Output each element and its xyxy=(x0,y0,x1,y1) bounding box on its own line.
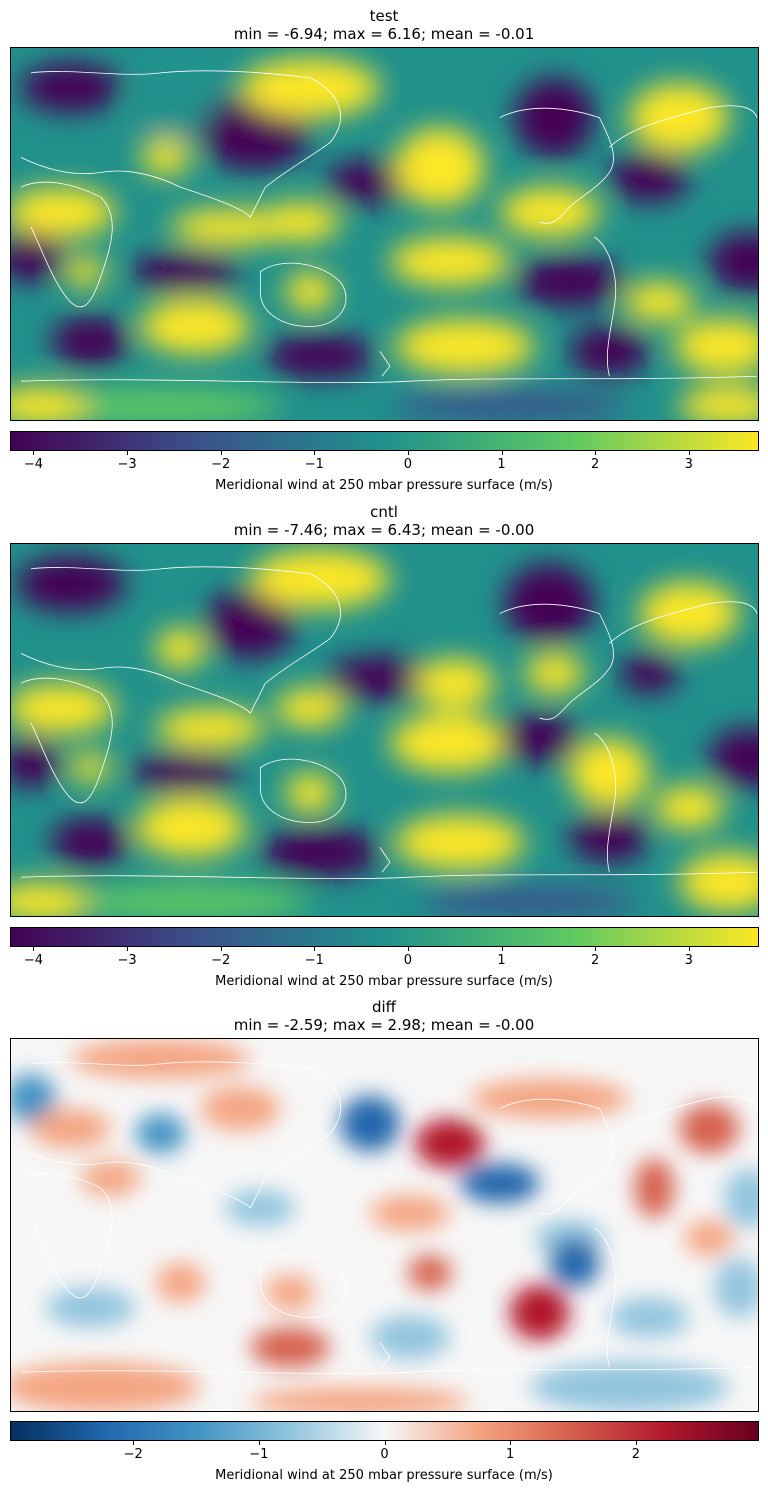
map-cntl xyxy=(10,543,759,917)
colorbar-tick-label: 0 xyxy=(403,953,413,968)
colorbar-tick xyxy=(510,1441,512,1445)
field-map-test xyxy=(11,48,758,420)
colorbar-tick xyxy=(635,1441,637,1445)
colorbar-tick xyxy=(127,947,129,951)
colorbar-tick xyxy=(33,947,35,951)
coastlines xyxy=(20,1061,758,1375)
field-map-cntl xyxy=(11,544,758,916)
field-anomalies xyxy=(11,57,758,420)
colorbar-tick-label: −2 xyxy=(123,1447,143,1462)
colorbar-tick xyxy=(127,451,129,455)
colorbar-tick xyxy=(407,451,409,455)
panel-title: cntl xyxy=(370,503,398,521)
colorbar-tick xyxy=(595,947,597,951)
colorbar-tick-label: −4 xyxy=(23,457,43,472)
colorbar-ticks-cntl: −4 −3 −2 −1 0 1 2 3 xyxy=(10,947,759,969)
colorbar-ticks-diff: −2 −1 0 1 2 xyxy=(10,1441,759,1463)
colorbar-tick xyxy=(688,947,690,951)
colorbar-tick-label: −2 xyxy=(211,953,231,968)
colorbar-test xyxy=(10,431,759,451)
colorbar-tick xyxy=(220,947,222,951)
colorbar-tick xyxy=(258,1441,260,1445)
panel-stats: min = -7.46; max = 6.43; mean = -0.00 xyxy=(233,521,535,539)
colorbar-tick xyxy=(688,451,690,455)
colorbar-tick-label: 1 xyxy=(506,1447,515,1462)
colorbar-label: Meridional wind at 250 mbar pressure sur… xyxy=(215,478,553,493)
colorbar-tick xyxy=(407,947,409,951)
panel-title: test xyxy=(369,7,399,25)
colorbar-tick xyxy=(384,1441,386,1445)
coastlines xyxy=(20,566,758,880)
colorbar-tick-label: 0 xyxy=(380,1447,389,1462)
colorbar-tick-label: −1 xyxy=(304,953,324,968)
colorbar-tick xyxy=(314,947,316,951)
colorbar-tick-label: 2 xyxy=(591,953,600,968)
colorbar-diff xyxy=(10,1421,759,1441)
coastlines xyxy=(20,70,758,384)
field-anomalies xyxy=(11,1039,758,1411)
colorbar-tick xyxy=(220,451,222,455)
panel-stats: min = -2.59; max = 2.98; mean = -0.00 xyxy=(233,1016,535,1034)
colorbar-tick-label: 3 xyxy=(684,953,693,968)
colorbar-tick-label: 0 xyxy=(403,457,413,472)
colorbar-tick-label: 1 xyxy=(497,457,506,472)
field-map-diff xyxy=(11,1039,758,1411)
colorbar-label: Meridional wind at 250 mbar pressure sur… xyxy=(215,974,553,989)
colorbar-tick-label: 3 xyxy=(684,457,693,472)
colorbar-tick-label: 2 xyxy=(631,1447,640,1462)
colorbar-tick xyxy=(595,451,597,455)
colorbar-tick-label: −1 xyxy=(304,457,324,472)
colorbar-tick xyxy=(501,947,503,951)
colorbar-tick-label: −4 xyxy=(23,953,43,968)
colorbar-tick-label: −3 xyxy=(117,457,137,472)
colorbar-tick xyxy=(133,1441,135,1445)
panel-title: diff xyxy=(371,998,397,1016)
colorbar-tick-label: 2 xyxy=(591,457,600,472)
colorbar-label: Meridional wind at 250 mbar pressure sur… xyxy=(215,1468,553,1483)
colorbar-tick-label: −1 xyxy=(249,1447,269,1462)
colorbar-tick-label: −2 xyxy=(211,457,231,472)
colorbar-ticks-test: −4 −3 −2 −1 0 1 2 3 xyxy=(10,451,759,473)
colorbar-tick-label: 1 xyxy=(497,953,506,968)
colorbar-tick xyxy=(501,451,503,455)
field-anomalies xyxy=(11,548,758,916)
panel-stats: min = -6.94; max = 6.16; mean = -0.01 xyxy=(233,25,535,43)
colorbar-cntl xyxy=(10,927,759,947)
map-test xyxy=(10,47,759,421)
colorbar-tick xyxy=(33,451,35,455)
map-diff xyxy=(10,1038,759,1412)
colorbar-tick xyxy=(314,451,316,455)
colorbar-tick-label: −3 xyxy=(117,953,137,968)
